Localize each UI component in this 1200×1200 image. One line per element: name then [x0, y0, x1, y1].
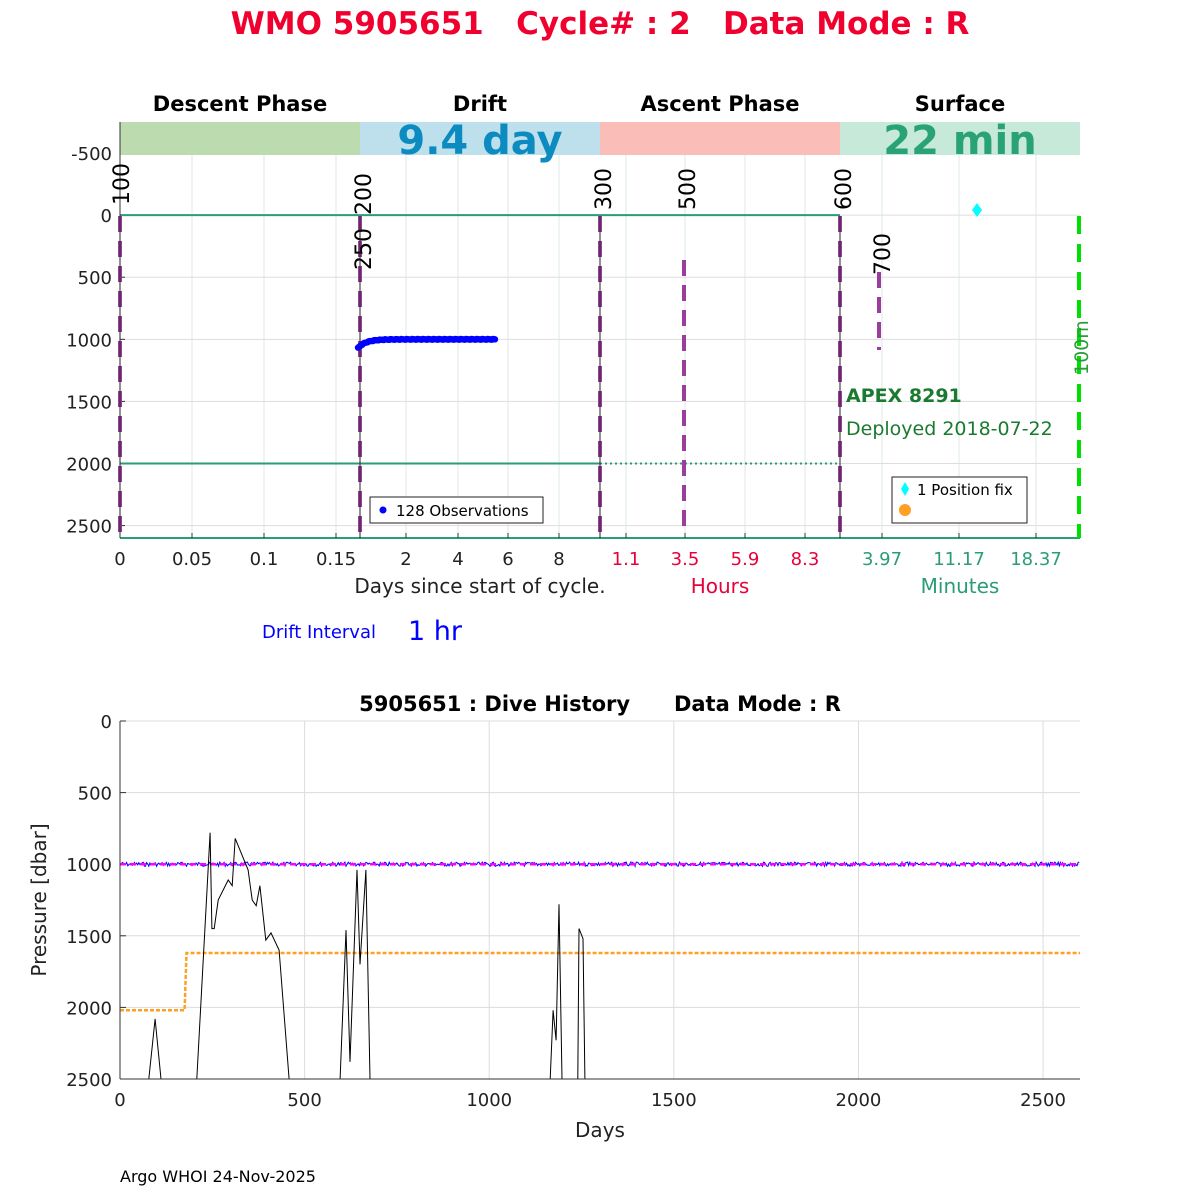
- phase-label: Drift: [453, 92, 507, 116]
- marker-label: 700: [871, 233, 896, 275]
- drift-interval-value: 1 hr: [408, 616, 463, 647]
- x-axis-label-days: Days since start of cycle.: [354, 574, 605, 598]
- observations-legend: [369, 496, 544, 524]
- drift-interval-label: Drift Interval: [262, 622, 376, 643]
- position-fix-legend-marker: [901, 482, 909, 496]
- x-tick-label: 2: [400, 549, 411, 570]
- y-tick-label: 0: [101, 206, 112, 227]
- phase-label: Surface: [915, 92, 1005, 116]
- x-tick-label: 500: [287, 1090, 321, 1111]
- y-axis-label: Pressure [dbar]: [27, 823, 51, 976]
- observations-legend-marker: [379, 506, 387, 514]
- x-tick-label: 0.1: [250, 549, 279, 570]
- x-tick-label: 3.97: [862, 549, 902, 570]
- phase-duration: 22 min: [883, 118, 1036, 164]
- x-tick-label: 4: [452, 549, 463, 570]
- x-tick-label: 3.5: [671, 549, 700, 570]
- series-profile-target: [120, 951, 1080, 1012]
- phase-label: Ascent Phase: [641, 92, 800, 116]
- x-tick-label: 0.15: [316, 549, 356, 570]
- marker-label: 200: [352, 173, 377, 215]
- marker-label: 300: [592, 168, 617, 210]
- figure-title: WMO 5905651 Cycle# : 2 Data Mode : R: [231, 6, 970, 42]
- x-tick-label: 8: [553, 549, 564, 570]
- x-tick-label: 8.3: [791, 549, 820, 570]
- x-tick-label: 2000: [836, 1090, 882, 1111]
- y-tick-label: 1000: [66, 330, 112, 351]
- phase-band: [360, 122, 600, 155]
- orange-legend-marker: [899, 504, 911, 516]
- y-tick-label: 500: [78, 784, 112, 805]
- position-legend: [891, 476, 1028, 524]
- x-tick-label: 1000: [466, 1090, 512, 1111]
- phase-band: [840, 122, 1080, 155]
- marker-label: 500: [676, 168, 701, 210]
- y-tick-label: 1000: [66, 855, 112, 876]
- position-fix-marker: [972, 203, 982, 217]
- x-tick-label: 18.37: [1010, 549, 1062, 570]
- y-tick-label: 2000: [66, 454, 112, 475]
- x-tick-label: 0: [114, 549, 125, 570]
- phase-label: Descent Phase: [153, 92, 327, 116]
- observations-legend-label: 128 Observations: [396, 502, 529, 520]
- marker-label: 600: [832, 168, 857, 210]
- y-tick-label: -500: [71, 144, 112, 165]
- y-tick-label: 2500: [66, 517, 112, 538]
- x-tick-label: 6: [502, 549, 513, 570]
- marker-label: 250: [352, 228, 377, 270]
- x-tick-label: 0: [114, 1090, 125, 1111]
- series-park-pressure: [120, 860, 1080, 868]
- y-tick-label: 1500: [66, 392, 112, 413]
- deployment-date: Deployed 2018-07-22: [846, 418, 1053, 440]
- x-tick-label: 5.9: [731, 549, 760, 570]
- x-tick-label: 1.1: [612, 549, 641, 570]
- marker-label: 100: [110, 163, 135, 205]
- y-tick-label: 2500: [66, 1070, 112, 1091]
- y-tick-label: 0: [101, 712, 112, 733]
- x-tick-label: 1500: [651, 1090, 697, 1111]
- x-axis-label: Days: [575, 1118, 625, 1142]
- float-model: APEX 8291: [846, 385, 962, 407]
- footer-credit: Argo WHOI 24-Nov-2025: [120, 1167, 316, 1186]
- series-max-depth: [148, 832, 586, 1079]
- phase-band: [120, 122, 360, 155]
- surface-limit-label: 100m: [1071, 320, 1093, 375]
- dive-history-title: 5905651 : Dive History Data Mode : R: [359, 692, 841, 716]
- x-axis-label-minutes: Minutes: [921, 574, 1000, 598]
- phase-duration: 9.4 day: [397, 118, 562, 164]
- phase-band: [600, 122, 840, 155]
- plot-area: [120, 832, 1080, 1079]
- position-fix-legend-label: 1 Position fix: [917, 481, 1013, 499]
- y-tick-label: 500: [78, 268, 112, 289]
- y-tick-label: 2000: [66, 998, 112, 1019]
- x-tick-label: 0.05: [172, 549, 212, 570]
- x-axis-label-hours: Hours: [691, 574, 750, 598]
- drift-observation: [491, 336, 499, 343]
- x-tick-label: 2500: [1020, 1090, 1066, 1111]
- x-tick-label: 11.17: [933, 549, 985, 570]
- y-tick-label: 1500: [66, 927, 112, 948]
